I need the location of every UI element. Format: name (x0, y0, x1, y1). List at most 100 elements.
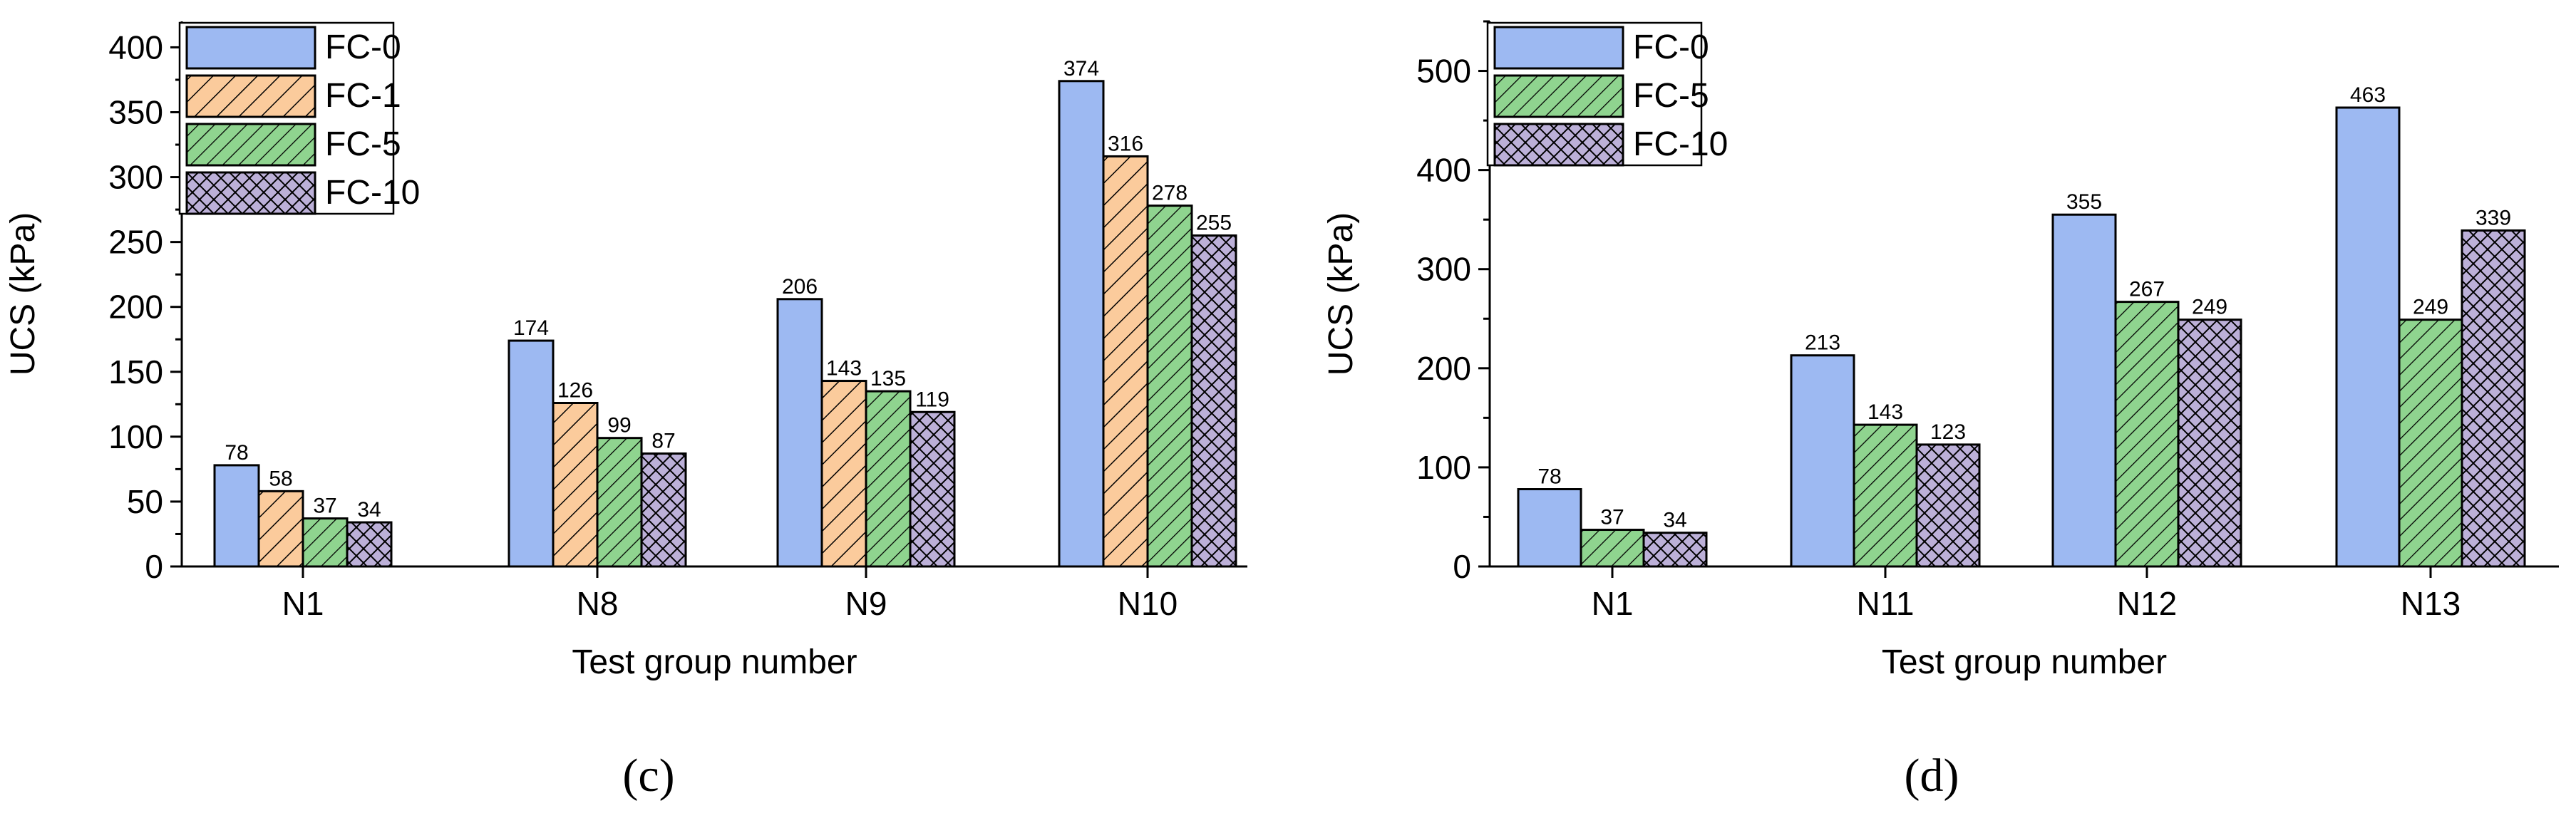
chart-d: 0 100 200 300 400 500 UCS (kPa) 78 37 34 N1 213 143 1… (1322, 20, 2559, 802)
x-tick-label: N10 (1118, 585, 1178, 622)
y-tick-label: 200 (1416, 350, 1471, 387)
legend-label: FC-0 (325, 29, 401, 66)
bar-value-label: 78 (225, 441, 248, 465)
bar-value-label: 174 (513, 316, 549, 340)
bar-value-label: 58 (269, 467, 292, 490)
x-tick-label: N8 (577, 585, 619, 622)
legend-label: FC-5 (1633, 77, 1709, 115)
legend-label: FC-5 (325, 125, 401, 163)
y-tick-label: 150 (108, 353, 163, 390)
legend-label: FC-10 (325, 174, 420, 212)
legend-swatch-fc-5 (1493, 74, 1624, 118)
y-tick-label: 100 (108, 418, 163, 455)
legend-swatch-fc-10 (1493, 123, 1624, 167)
bar-value-label: 87 (651, 430, 675, 453)
x-tick-label: N12 (2117, 585, 2177, 622)
bar-n13-fc-0 (2335, 106, 2401, 568)
legend-swatch-fc-0 (1493, 26, 1624, 70)
bar-n9-fc-1 (820, 380, 867, 568)
bar-value-label: 339 (2475, 206, 2511, 229)
bar-value-label: 37 (313, 495, 336, 518)
bar-n1-fc-0 (1517, 488, 1582, 568)
bar-n8-fc-5 (596, 437, 643, 568)
y-tick-label: 0 (145, 548, 163, 585)
y-tick-label: 300 (1416, 251, 1471, 288)
bar-n8-fc-1 (552, 402, 599, 568)
x-axis-label: Test group number (1882, 643, 2167, 681)
bar-value-label: 123 (1930, 420, 1966, 444)
bar-value-label: 143 (1867, 400, 1903, 424)
x-tick-label: N9 (845, 585, 887, 622)
bar-n10-fc-10 (1190, 234, 1237, 568)
y-axis-label: UCS (kPa) (4, 212, 42, 376)
bar-n11-fc-10 (1915, 443, 1981, 568)
y-tick-label: 200 (108, 289, 163, 326)
bar-value-label: 374 (1063, 57, 1099, 81)
bar-value-label: 278 (1152, 182, 1187, 205)
legend-swatch-fc-0 (185, 26, 316, 70)
bar-n8-fc-0 (508, 339, 555, 568)
legend: FC-0 FC-1 FC-5 FC-10 (178, 21, 420, 215)
panel-label-group: (d) (1905, 750, 1959, 802)
bar-n12-fc-10 (2177, 319, 2242, 568)
bar-value-label: 143 (826, 357, 862, 380)
legend: FC-0 FC-5 FC-10 (1486, 21, 1728, 167)
bar-value-label: 206 (782, 275, 818, 299)
bar-value-label: 355 (2066, 190, 2102, 214)
legend-swatch-fc-10 (185, 171, 316, 215)
legend-label: FC-10 (1633, 125, 1728, 163)
bar-n10-fc-5 (1146, 204, 1193, 568)
y-tick-label: 300 (108, 159, 163, 196)
y-tick-label: 250 (108, 224, 163, 261)
bar-value-label: 213 (1805, 331, 1840, 355)
bar-n1-fc-10 (346, 521, 393, 568)
bar-n1-fc-1 (257, 490, 304, 568)
bar-n8-fc-10 (640, 452, 687, 568)
bar-n10-fc-0 (1058, 80, 1105, 568)
bar-value-label: 99 (607, 414, 631, 438)
chart-c: 0 50 100 150 200 250 300 350 400 UCS (kPa) 78 58 37 3… (4, 21, 1247, 802)
y-tick-label: 350 (108, 94, 163, 131)
bar-n13-fc-5 (2398, 319, 2463, 568)
y-tick-label: 400 (1416, 152, 1471, 189)
bar-n11-fc-0 (1790, 354, 1855, 568)
bar-value-label: 255 (1196, 212, 1232, 235)
y-tick-label: 500 (1416, 53, 1471, 90)
bar-n11-fc-5 (1853, 423, 1918, 568)
x-tick-label: N1 (1592, 585, 1634, 622)
y-tick-label: 100 (1416, 449, 1471, 486)
panel-label-group: (c) (622, 750, 674, 802)
bar-value-label: 249 (2192, 296, 2227, 319)
bar-value-label: 37 (1600, 506, 1624, 529)
legend-label: FC-1 (325, 77, 401, 115)
bar-n9-fc-10 (909, 410, 956, 568)
y-axis-label: UCS (kPa) (1322, 212, 1360, 376)
legend-swatch-fc-5 (185, 123, 316, 167)
bar-value-label: 135 (870, 367, 906, 390)
x-tick-label: N13 (2401, 585, 2461, 622)
legend-label: FC-0 (1633, 29, 1709, 66)
y-tick-label: 400 (108, 29, 163, 66)
bar-n1-fc-10 (1642, 532, 1708, 568)
bar-n1-fc-0 (213, 464, 260, 568)
bar-n12-fc-0 (2051, 213, 2117, 568)
panel-label: (d) (1905, 750, 1959, 802)
x-tick-label: N11 (1857, 585, 1915, 622)
y-tick-label: 50 (127, 483, 163, 520)
bar-value-label: 119 (915, 388, 949, 411)
bar-value-label: 267 (2129, 278, 2165, 301)
bar-n13-fc-10 (2461, 229, 2526, 568)
bar-n9-fc-0 (776, 298, 823, 568)
panel-label: (c) (622, 750, 674, 802)
bar-n9-fc-5 (865, 390, 912, 568)
bar-value-label: 316 (1108, 132, 1143, 155)
bar-value-label: 34 (357, 498, 381, 522)
bar-value-label: 463 (2350, 83, 2386, 107)
y-tick-label: 0 (1453, 548, 1471, 585)
bar-value-label: 78 (1537, 465, 1561, 489)
x-tick-label: N1 (282, 585, 324, 622)
bar-n1-fc-5 (1580, 529, 1645, 568)
legend-swatch-fc-1 (185, 74, 316, 118)
bar-n1-fc-5 (302, 517, 349, 568)
